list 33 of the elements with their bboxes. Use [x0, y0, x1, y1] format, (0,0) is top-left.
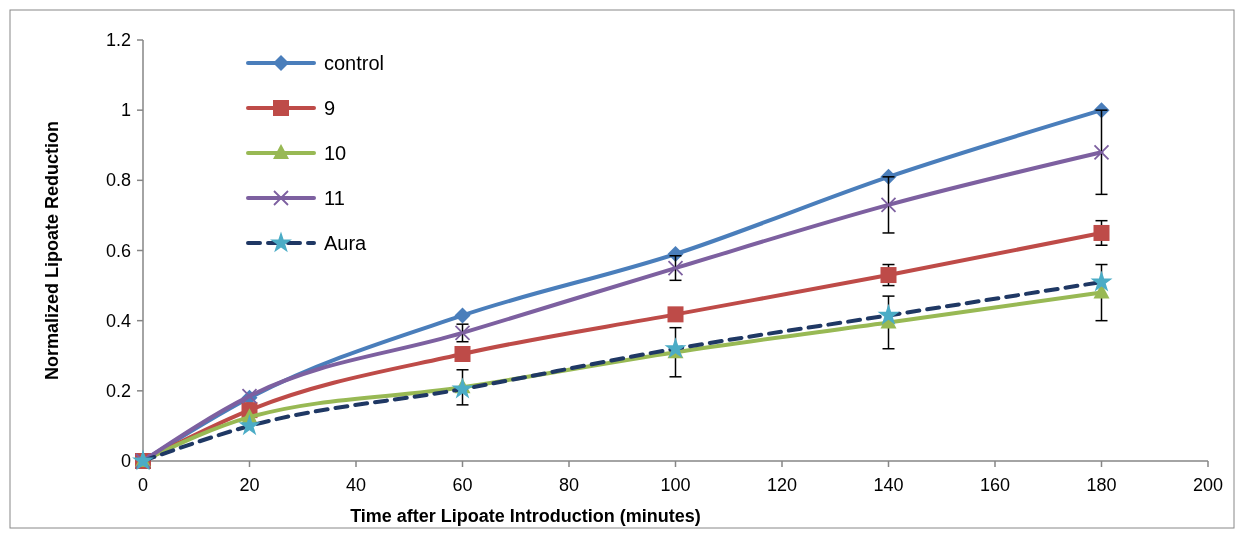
x-tick-label: 80 — [558, 475, 580, 495]
y-tick-label: 1 — [120, 100, 131, 121]
y-tick-label: 0.4 — [105, 310, 131, 331]
legend-label: control — [324, 52, 385, 74]
legend-label: 10 — [324, 142, 347, 164]
x-tick-label: 140 — [873, 475, 904, 495]
x-tick-label: 180 — [1086, 475, 1117, 495]
x-tick-label: 40 — [345, 475, 367, 495]
y-tick-label: 0 — [120, 451, 131, 471]
x-tick-label: 120 — [766, 475, 798, 495]
point — [454, 307, 471, 324]
y-tick-label: 0.2 — [105, 380, 131, 401]
point — [1093, 144, 1110, 161]
y-axis-title: Normalized Lipoate Reduction — [42, 120, 62, 381]
legend-label: 9 — [324, 97, 336, 119]
x-tick-label: 20 — [239, 475, 260, 495]
x-tick-label: 160 — [979, 475, 1011, 495]
point — [1093, 224, 1110, 241]
point — [454, 346, 471, 362]
point — [880, 267, 897, 284]
x-tick-label: 60 — [452, 475, 473, 495]
y-tick-label: 0.8 — [105, 170, 131, 191]
point — [880, 196, 897, 213]
x-tick-label: 0 — [137, 475, 149, 495]
y-tick-label: 0.6 — [105, 240, 131, 261]
legend-label: Aura — [324, 232, 368, 254]
x-axis-title: Time after Lipoate Introduction (minutes) — [350, 506, 701, 526]
y-tick-label: 1.2 — [105, 30, 131, 50]
x-tick-label: 200 — [1192, 475, 1224, 495]
x-tick-label: 100 — [660, 475, 691, 495]
point — [667, 306, 684, 323]
legend-label: 11 — [324, 187, 345, 209]
point — [667, 260, 684, 276]
